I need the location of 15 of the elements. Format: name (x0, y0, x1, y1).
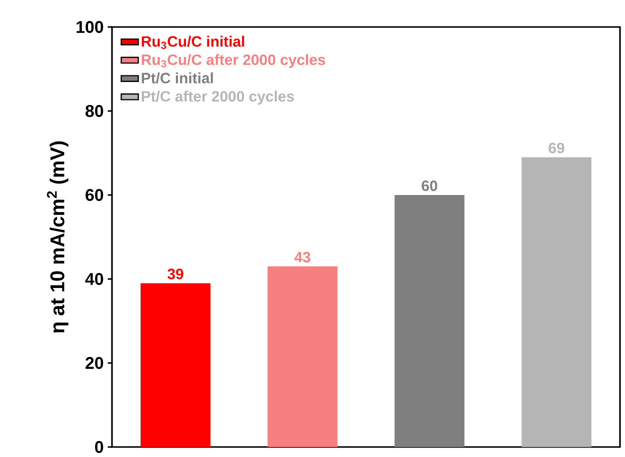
legend-label: Pt/C after 2000 cycles (142, 90, 294, 105)
y-axis-title: η at 10 mA/cm$^{2}$ (mV) (46, 141, 68, 333)
y-tick-label: 0 (95, 441, 104, 453)
legend-label: Ru$_{3}$Cu/C initial (142, 36, 244, 50)
data-label: 60 (422, 180, 438, 192)
legend-label: Pt/C initial (142, 72, 213, 84)
y-tick-label: 40 (85, 273, 104, 285)
data-label: 39 (168, 268, 184, 280)
y-tick-label: 100 (76, 20, 104, 33)
legend-label: Ru$_{3}$Cu/C after 2000 cycles (142, 54, 326, 68)
y-tick-label: 60 (86, 189, 104, 201)
data-label: 69 (548, 142, 564, 154)
data-label: 43 (294, 252, 310, 262)
y-tick-label: 20 (86, 357, 104, 369)
y-tick-label: 80 (86, 105, 104, 117)
